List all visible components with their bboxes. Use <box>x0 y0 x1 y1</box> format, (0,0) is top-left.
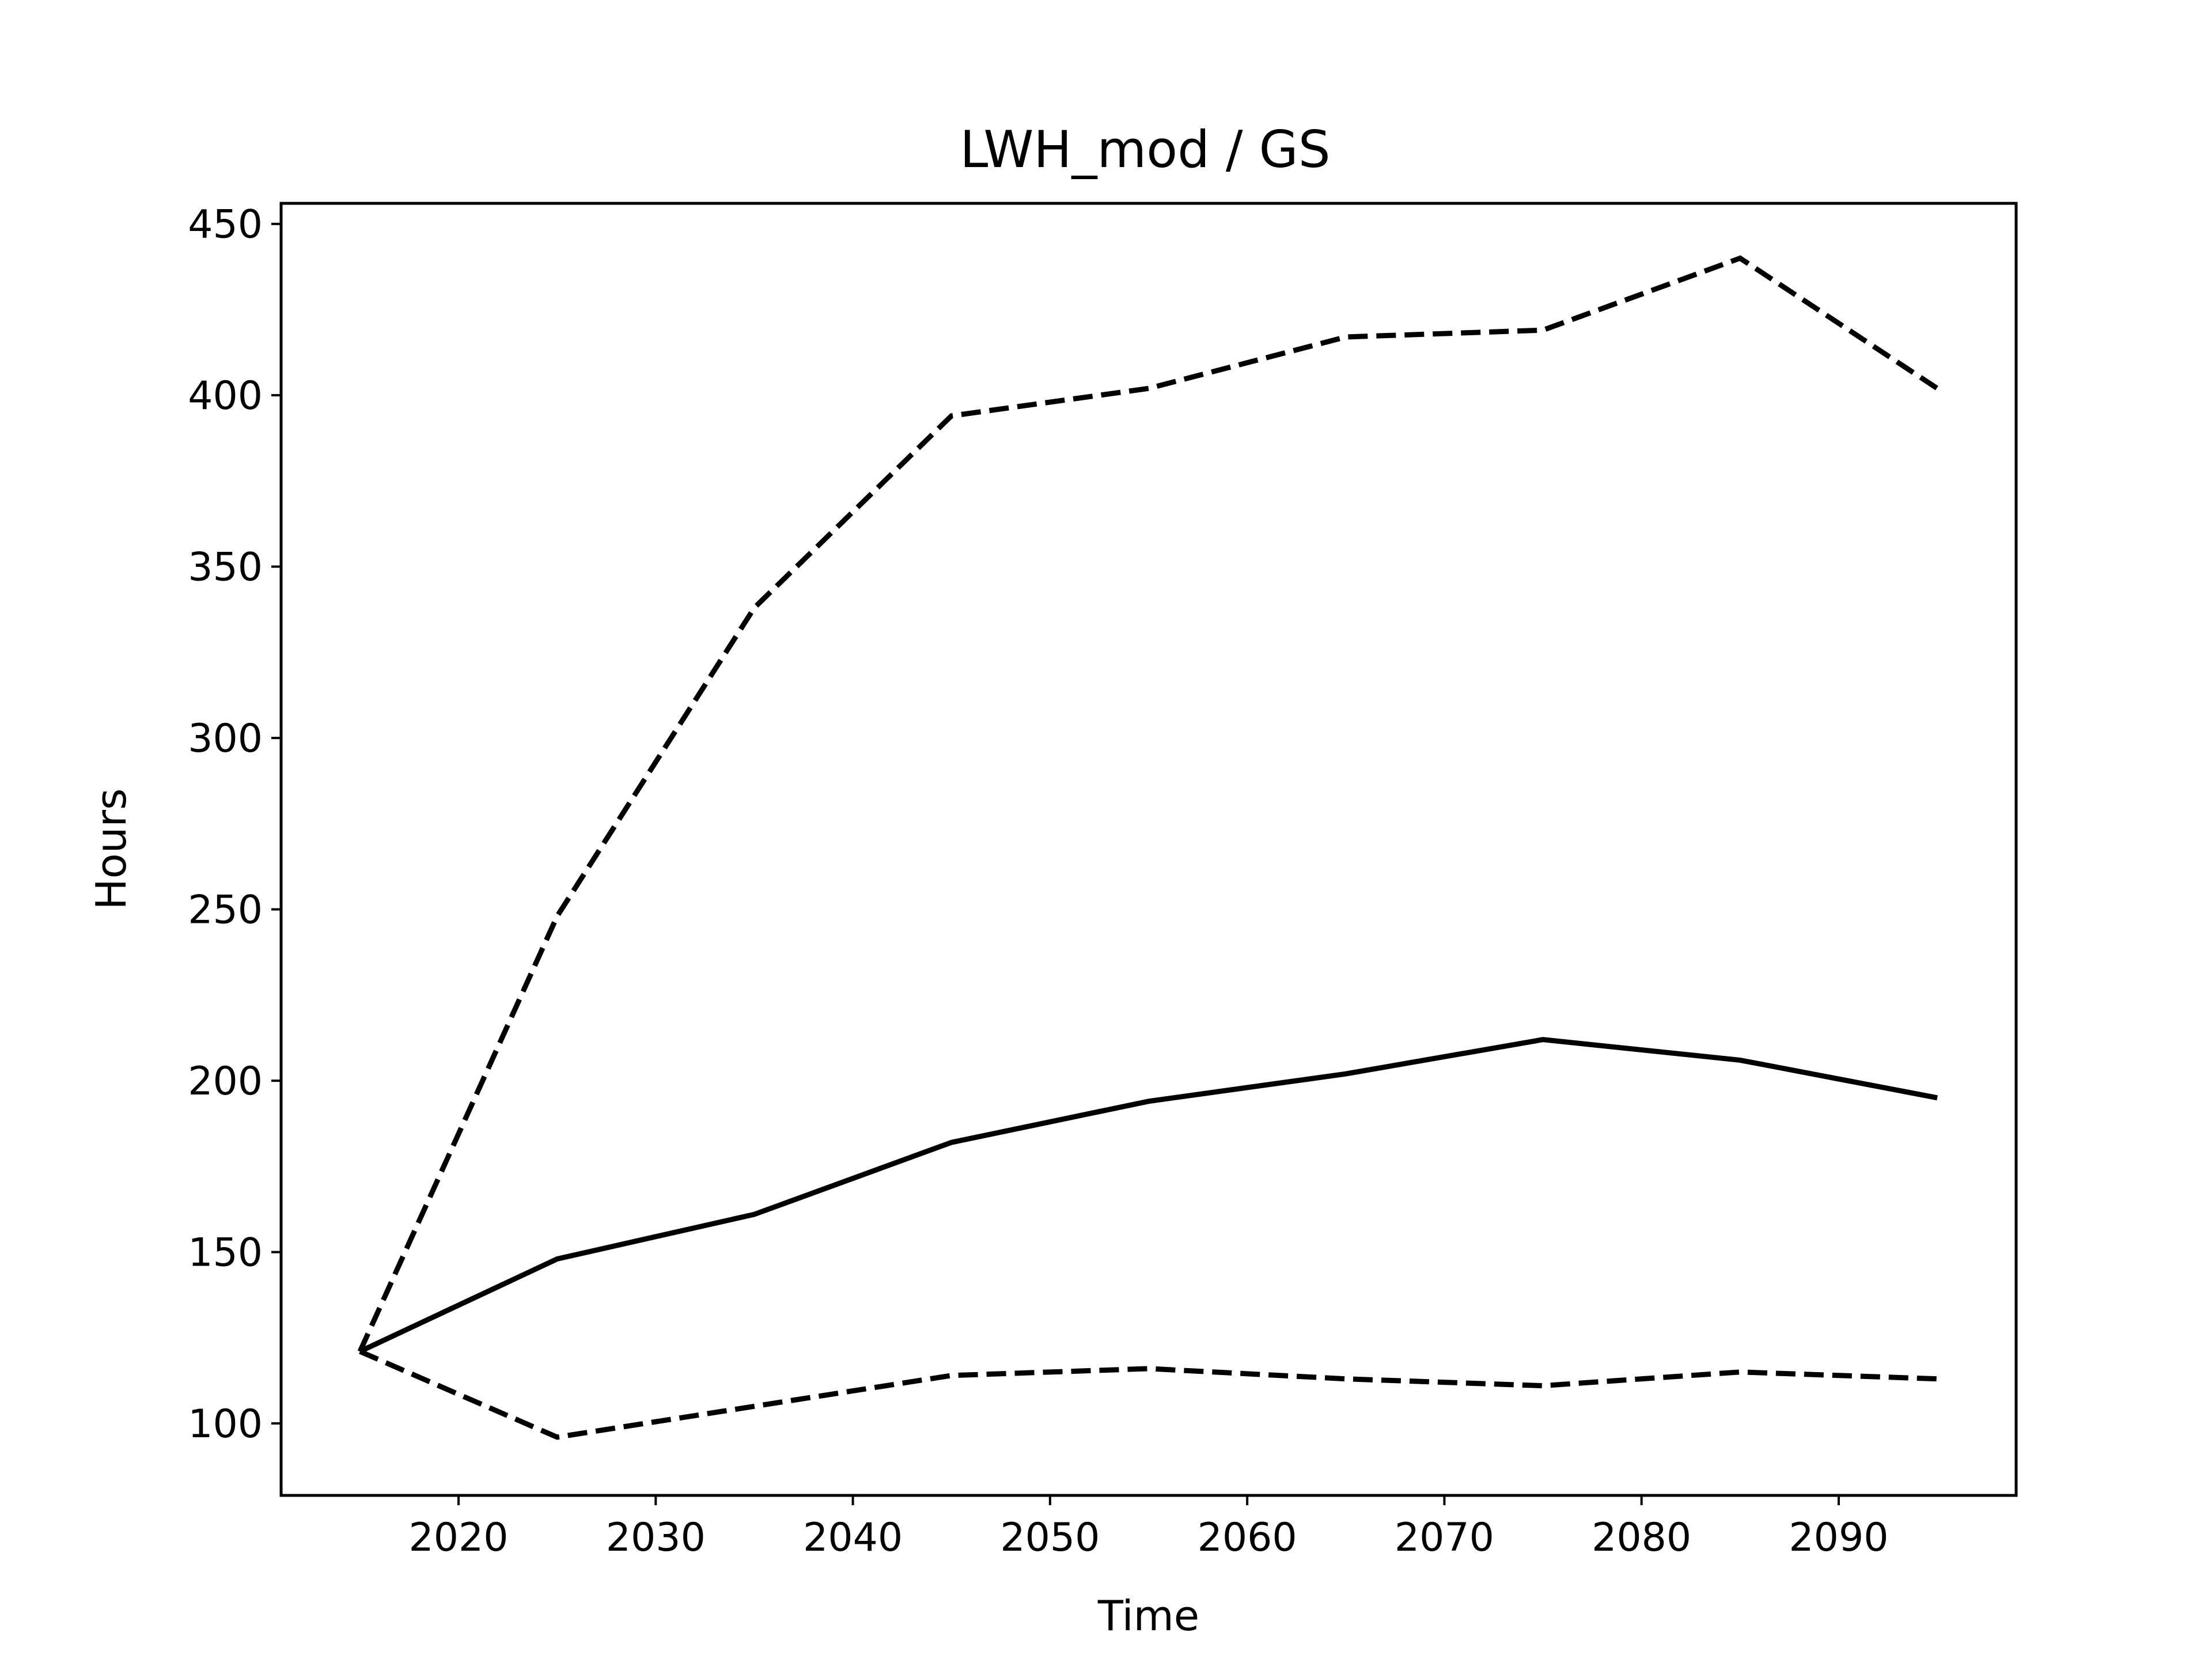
x-tick-label: 2070 <box>1395 1515 1494 1560</box>
chart-title: LWH_mod / GS <box>960 120 1330 179</box>
x-axis-label: Time <box>1097 1592 1199 1640</box>
y-axis-label: Hours <box>87 789 135 910</box>
x-axis: 2020 2030 2040 2050 2060 2070 2080 2090 <box>409 1495 1888 1560</box>
x-tick-label: 2060 <box>1198 1515 1297 1560</box>
plot-frame <box>279 202 2018 1497</box>
series-line-1 <box>357 255 1939 1353</box>
y-tick-label: 200 <box>188 1059 263 1104</box>
y-tick-label: 350 <box>188 545 263 590</box>
y-axis: 100 150 200 250 300 350 400 450 <box>188 202 281 1447</box>
series-line-3 <box>359 1349 1938 1440</box>
x-tick-label: 2030 <box>606 1515 706 1560</box>
series-layer <box>357 255 1939 1440</box>
x-tick-label: 2020 <box>409 1515 509 1560</box>
y-tick-label: 150 <box>188 1230 263 1276</box>
x-tick-label: 2080 <box>1592 1515 1691 1560</box>
y-tick-label: 100 <box>188 1402 263 1447</box>
y-tick-label: 400 <box>188 373 263 419</box>
y-tick-label: 300 <box>188 716 263 762</box>
series-line-2 <box>358 1037 1938 1354</box>
y-tick-label: 450 <box>188 202 263 248</box>
x-tick-label: 2040 <box>803 1515 903 1560</box>
x-tick-label: 2090 <box>1789 1515 1888 1560</box>
x-tick-label: 2050 <box>1000 1515 1100 1560</box>
y-tick-label: 250 <box>188 888 263 933</box>
